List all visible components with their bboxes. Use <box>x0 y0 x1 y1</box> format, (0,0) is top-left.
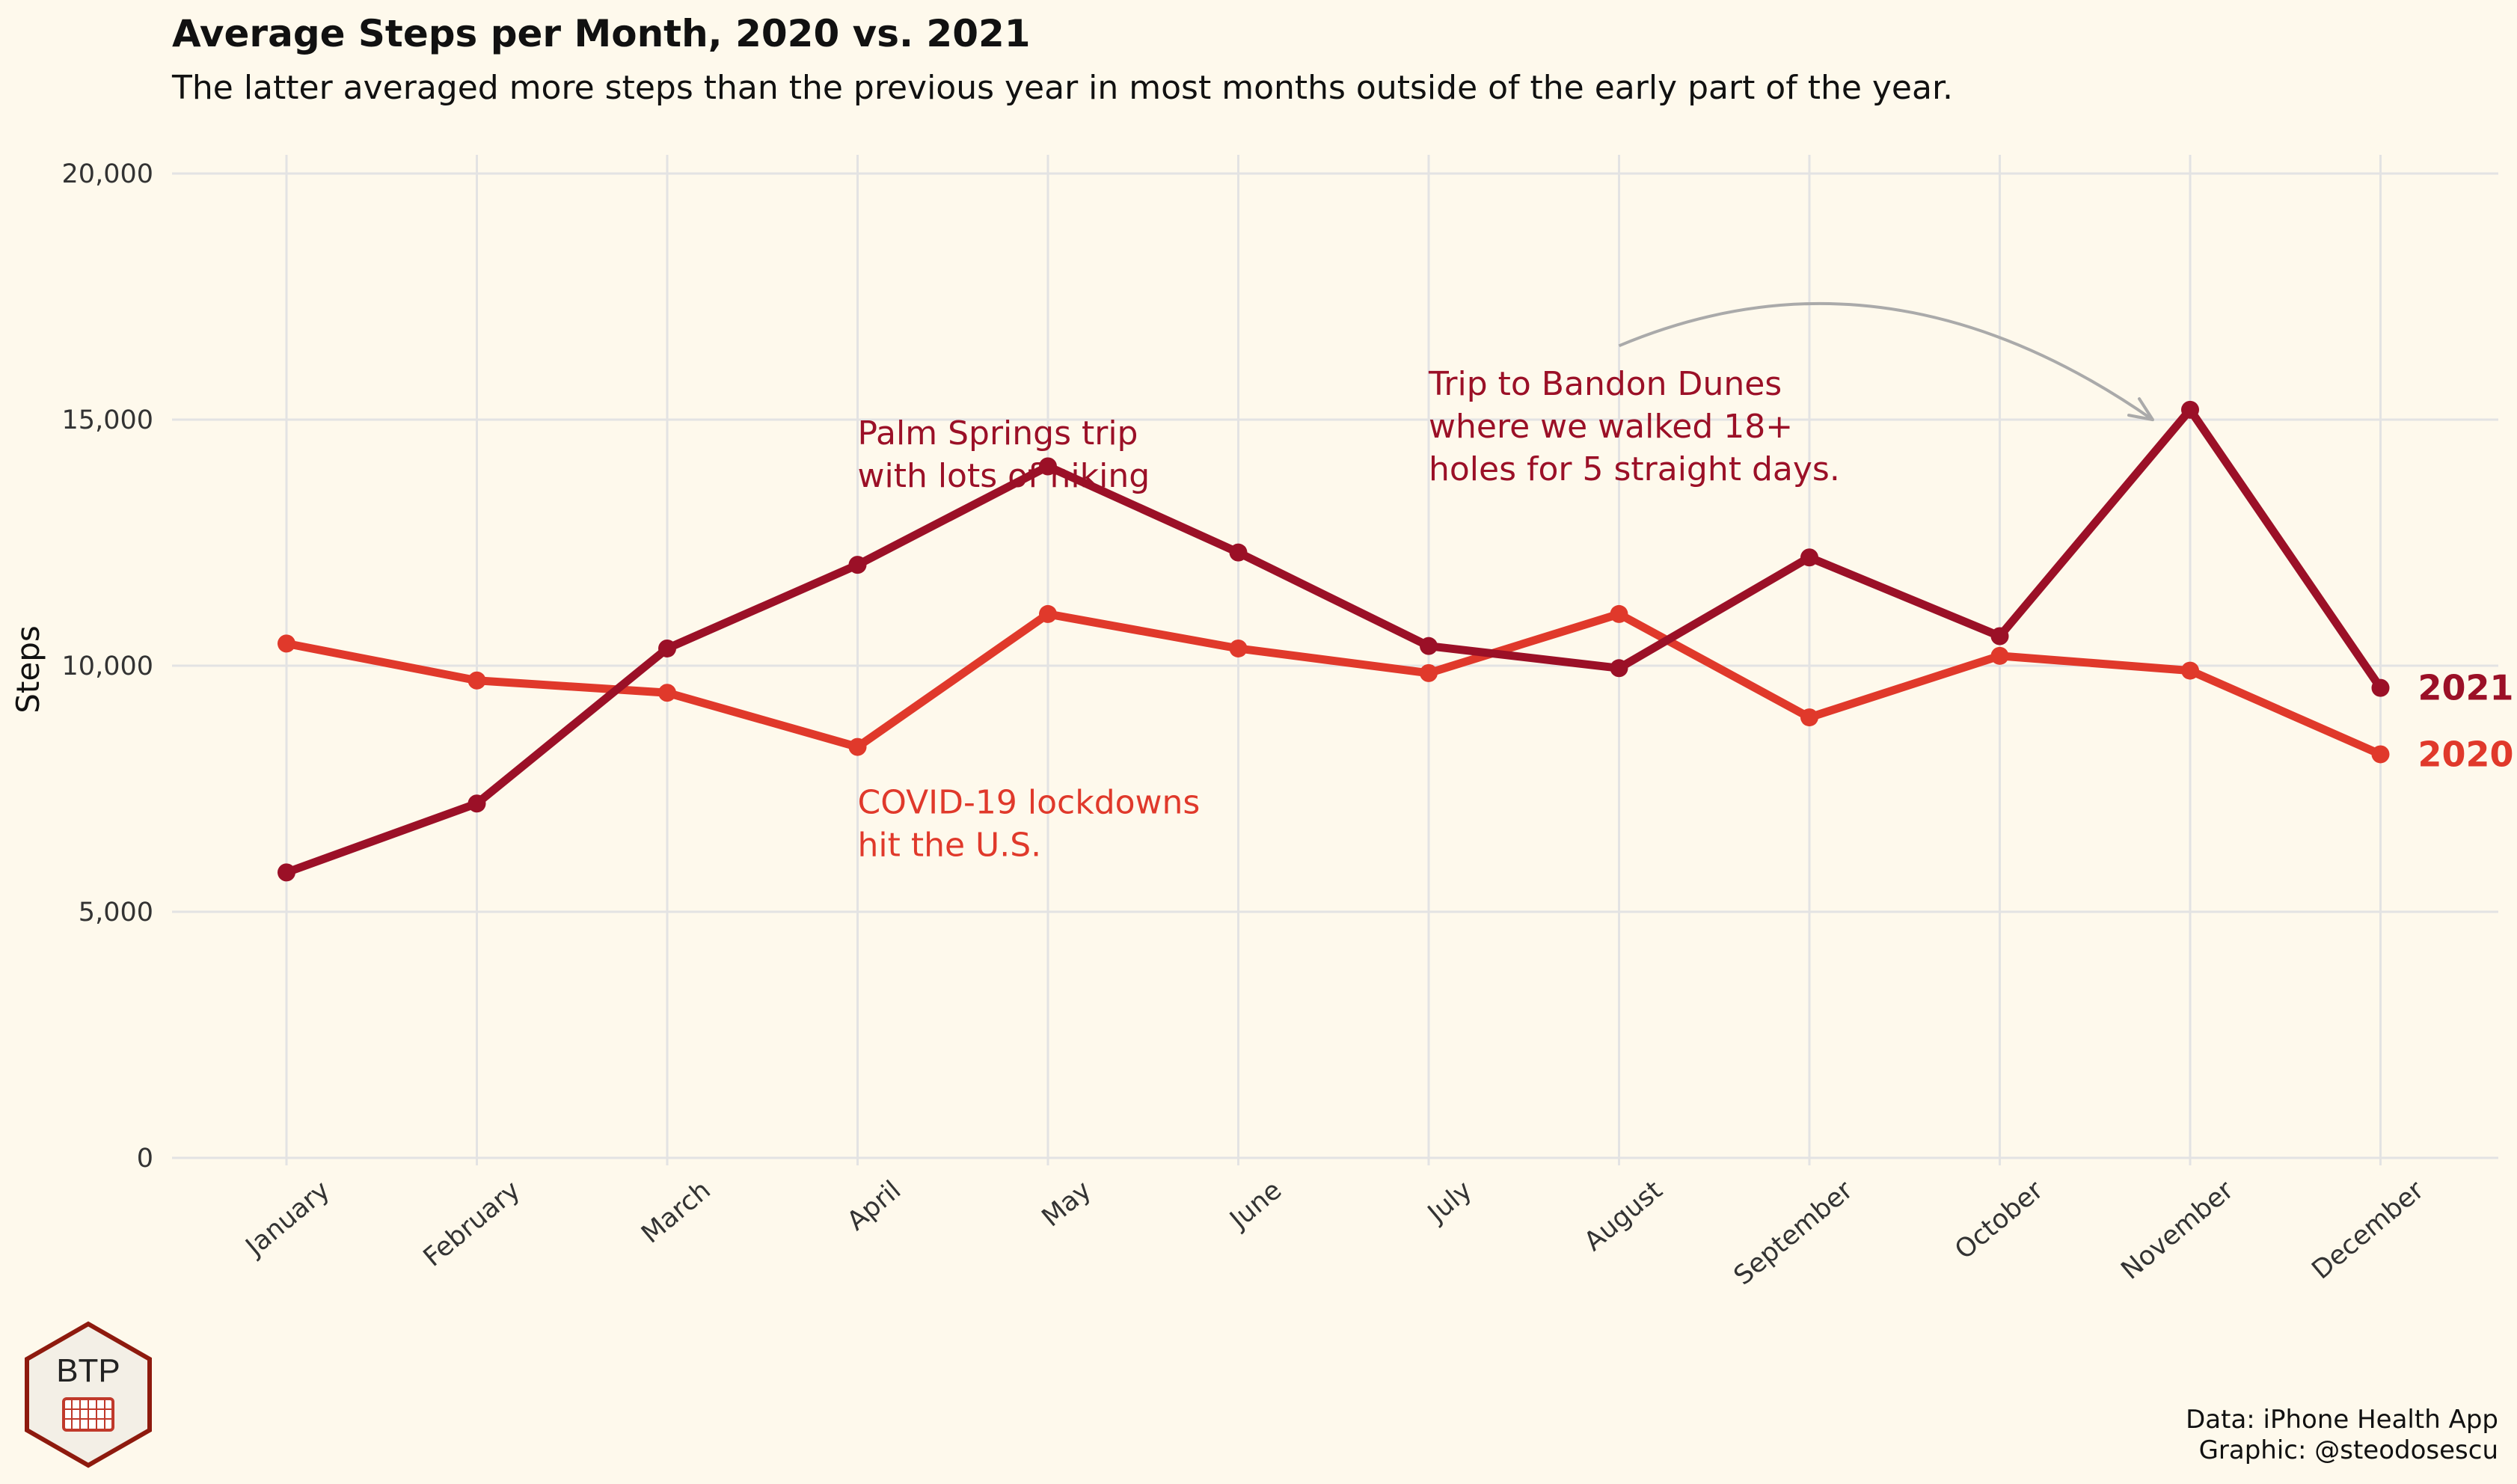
data-point-2020 <box>848 738 867 756</box>
data-point-2020 <box>1800 708 1818 727</box>
annotation-line: COVID-19 lockdowns <box>858 783 1201 821</box>
data-point-2020 <box>1420 663 1438 682</box>
data-point-2021 <box>1610 659 1628 678</box>
end-label-2020: 2020 <box>2418 734 2514 774</box>
data-point-2021 <box>1420 637 1438 655</box>
data-point-2020 <box>1229 639 1248 657</box>
annotations: Palm Springs trip with lots of hiking COVI… <box>858 365 1840 864</box>
chart-caption: Data: iPhone Health App Graphic: @steodo… <box>2186 1405 2498 1465</box>
data-point-2020 <box>1610 604 1628 623</box>
hockey-net-icon <box>62 1397 114 1432</box>
arrow-head <box>2127 397 2154 422</box>
y-tick-label: 15,000 <box>62 405 153 435</box>
annotation-covid: COVID-19 lockdowns hit the U.S. <box>858 783 1201 864</box>
series-end-labels: 2021 2020 <box>2418 668 2514 775</box>
y-tick-label: 20,000 <box>62 159 153 189</box>
annotation-line: where we walked 18+ <box>1429 408 1793 446</box>
data-point-2021 <box>1990 627 2009 646</box>
annotation-line: Trip to Bandon Dunes <box>1428 365 1782 403</box>
logo-hexagon <box>25 1321 152 1468</box>
chart-subtitle: The latter averaged more steps than the … <box>171 69 1953 107</box>
annotation-line: hit the U.S. <box>858 826 1042 864</box>
data-point-2021 <box>467 794 486 813</box>
data-point-2021 <box>1229 543 1248 562</box>
y-tick-label: 5,000 <box>79 898 153 927</box>
y-tick-label: 10,000 <box>62 651 153 681</box>
data-point-2020 <box>1039 604 1057 623</box>
data-point-2021 <box>848 556 867 574</box>
annotation-palm-springs: Palm Springs trip with lots of hiking <box>858 414 1150 495</box>
caption-credit: Graphic: @steodosescu <box>2199 1435 2498 1465</box>
end-label-2021: 2021 <box>2418 668 2514 708</box>
data-point-2020 <box>2181 661 2199 680</box>
arrow-curve <box>1618 301 2154 421</box>
annotation-bandon: Trip to Bandon Dunes where we walked 18+ h… <box>1428 365 1840 488</box>
series-line-2021 <box>282 405 2385 877</box>
annotation-line: holes for 5 straight days. <box>1429 450 1840 488</box>
data-point-2020 <box>2371 745 2390 764</box>
annotation-arrow <box>1618 301 2154 422</box>
data-point-2021 <box>1039 457 1057 476</box>
logo-text: BTP <box>56 1352 120 1389</box>
data-point-2020 <box>658 684 676 702</box>
annotation-line: with lots of hiking <box>858 457 1150 495</box>
data-point-2021 <box>2181 400 2199 419</box>
data-point-2020 <box>467 671 486 690</box>
annotation-line: Palm Springs trip <box>858 414 1138 453</box>
chart-title: Average Steps per Month, 2020 vs. 2021 <box>172 12 1031 55</box>
y-axis-ticks: 0 5,000 10,000 15,000 20,000 <box>62 159 153 1174</box>
caption-source: Data: iPhone Health App <box>2186 1405 2498 1435</box>
series-lines <box>278 400 2390 882</box>
data-point-2021 <box>2371 678 2390 697</box>
data-point-2020 <box>1990 646 2009 665</box>
series-line-2020 <box>282 610 2385 758</box>
y-axis-label: Steps <box>10 625 46 714</box>
data-point-2021 <box>1800 548 1818 567</box>
btp-logo: BTP <box>25 1321 152 1468</box>
y-tick-label: 0 <box>137 1144 153 1174</box>
data-point-2020 <box>278 634 295 653</box>
data-point-2021 <box>658 639 676 657</box>
data-point-2021 <box>278 863 295 882</box>
